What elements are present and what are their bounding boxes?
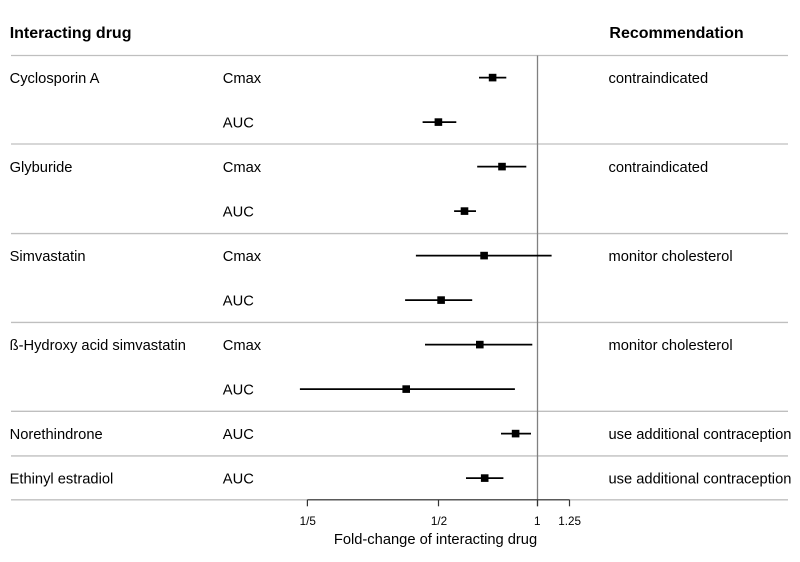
svg-text:Cmax: Cmax	[223, 338, 262, 354]
svg-text:use additional contraception: use additional contraception	[609, 427, 792, 443]
svg-text:Cmax: Cmax	[223, 160, 262, 176]
svg-text:AUC: AUC	[223, 471, 254, 487]
svg-text:Cyclosporin A: Cyclosporin A	[10, 71, 100, 87]
svg-text:AUC: AUC	[223, 427, 254, 443]
svg-text:Fold-change of interacting dru: Fold-change of interacting drug	[334, 532, 537, 548]
svg-text:AUC: AUC	[223, 293, 254, 309]
svg-text:1.25: 1.25	[558, 515, 581, 528]
svg-text:Glyburide: Glyburide	[10, 160, 73, 176]
svg-text:AUC: AUC	[223, 115, 254, 131]
svg-text:Cmax: Cmax	[223, 249, 262, 265]
svg-text:monitor cholesterol: monitor cholesterol	[609, 249, 733, 265]
svg-text:ß-Hydroxy acid simvastatin: ß-Hydroxy acid simvastatin	[10, 338, 186, 354]
svg-text:use additional contraception: use additional contraception	[609, 471, 792, 487]
svg-text:Simvastatin: Simvastatin	[10, 249, 86, 265]
svg-text:Cmax: Cmax	[223, 71, 262, 87]
svg-text:Norethindrone: Norethindrone	[10, 427, 103, 443]
svg-text:1/5: 1/5	[300, 515, 317, 528]
svg-text:AUC: AUC	[223, 382, 254, 398]
svg-text:1: 1	[534, 515, 541, 528]
svg-text:Recommendation: Recommendation	[609, 25, 743, 42]
svg-text:contraindicated: contraindicated	[609, 160, 709, 176]
svg-text:Interacting drug: Interacting drug	[10, 25, 132, 42]
svg-text:1/2: 1/2	[431, 515, 447, 528]
svg-text:monitor cholesterol: monitor cholesterol	[609, 338, 733, 354]
svg-text:AUC: AUC	[223, 204, 254, 220]
svg-text:contraindicated: contraindicated	[609, 71, 709, 87]
svg-text:Ethinyl estradiol: Ethinyl estradiol	[10, 471, 114, 487]
